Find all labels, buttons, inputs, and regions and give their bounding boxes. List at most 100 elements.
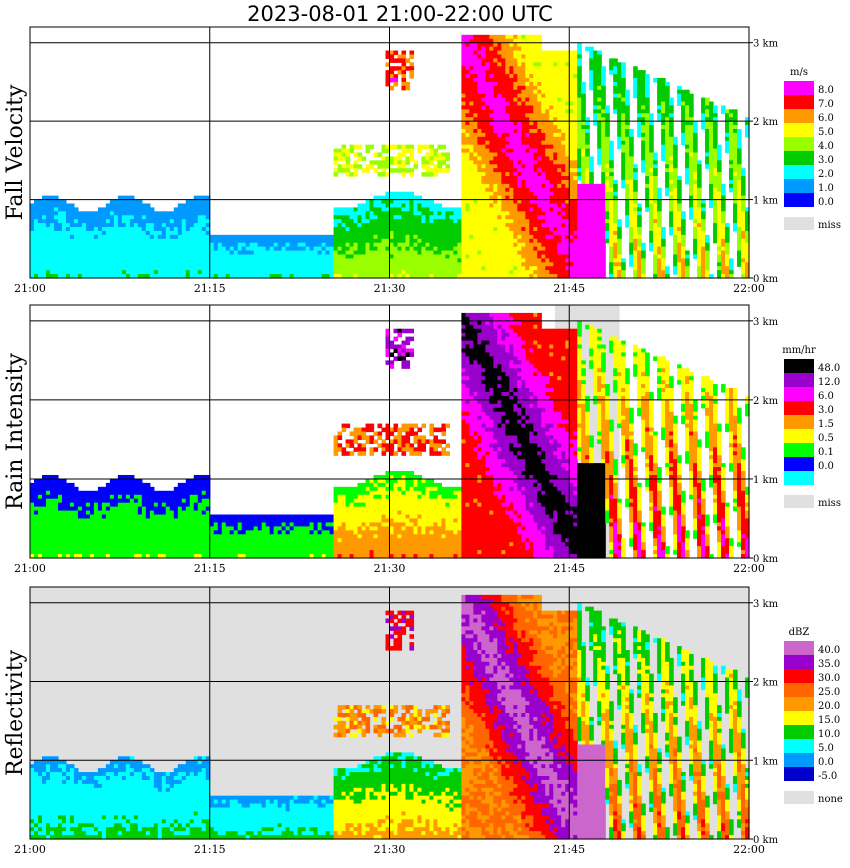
y-tick-label: 3 km — [753, 39, 779, 50]
legend-swatch — [784, 767, 814, 781]
y-tick-label: 2 km — [753, 117, 779, 128]
x-tick-label: 22:00 — [733, 843, 765, 856]
panel-frame-3 — [29, 586, 750, 840]
legend-level-label: 1.5 — [818, 419, 834, 430]
x-tick-label: 21:45 — [553, 282, 585, 295]
x-tick-label: 21:00 — [14, 843, 46, 856]
legend-level-label: 0.0 — [818, 197, 834, 208]
legend-missing-label: none — [818, 794, 843, 805]
legend-level-label: 2.0 — [818, 169, 834, 180]
legend-swatch — [784, 109, 814, 123]
y-tick-label: 2 km — [753, 396, 779, 407]
legend-swatch — [784, 165, 814, 179]
heatmap-cells-3 — [30, 594, 750, 840]
legend-level-label: -5.0 — [818, 771, 837, 782]
legend-level-label: 0.1 — [818, 447, 834, 458]
x-tick-label: 21:15 — [194, 562, 226, 575]
legend-swatch — [784, 429, 814, 443]
x-tick-label: 22:00 — [733, 562, 765, 575]
legend-level-label: 10.0 — [818, 729, 840, 740]
legend-level-label: 7.0 — [818, 99, 834, 110]
legend-missing-swatch — [784, 495, 814, 508]
panel-frame-1 — [29, 26, 750, 279]
chart-title: 2023-08-01 21:00-22:00 UTC — [247, 2, 553, 26]
x-tick-label: 21:30 — [374, 282, 406, 295]
legend-swatch — [784, 137, 814, 151]
legend-swatch — [784, 753, 814, 767]
legend-swatch — [784, 457, 814, 471]
x-tick-label: 21:15 — [194, 843, 226, 856]
y-tick-label: 0 km — [753, 835, 779, 846]
y-tick-label: 3 km — [753, 317, 779, 328]
y-tick-label: 1 km — [753, 196, 779, 207]
legend-level-label: 0.0 — [818, 461, 834, 472]
legend-swatch — [784, 655, 814, 669]
heatmap-cells-1 — [30, 34, 750, 279]
legend-level-label: 12.0 — [818, 377, 840, 388]
legend-swatch — [784, 387, 814, 401]
legend-swatch — [784, 683, 814, 697]
legend-swatch — [784, 443, 814, 457]
legend-swatch — [784, 711, 814, 725]
x-tick-label: 21:00 — [14, 282, 46, 295]
legend-level-label: 0.5 — [818, 433, 834, 444]
y-tick-label: 1 km — [753, 756, 779, 767]
legend-level-label: 6.0 — [818, 391, 834, 402]
legend-level-label: 8.0 — [818, 85, 834, 96]
legend-level-label: 48.0 — [818, 363, 840, 374]
legend-missing-swatch — [784, 217, 814, 230]
legend-swatch — [784, 725, 814, 739]
legend-level-label: 1.0 — [818, 183, 834, 194]
legend-level-label: 20.0 — [818, 701, 840, 712]
y-tick-label: 0 km — [753, 554, 779, 565]
heatmap-cells-2 — [30, 312, 750, 559]
legend-level-label: 4.0 — [818, 141, 834, 152]
x-tick-label: 21:45 — [553, 843, 585, 856]
legend-swatch — [784, 373, 814, 387]
legend-swatch — [784, 401, 814, 415]
legend-unit: mm/hr — [782, 345, 816, 356]
x-tick-label: 21:30 — [374, 562, 406, 575]
legend-swatch — [784, 669, 814, 683]
legend-swatch — [784, 123, 814, 137]
x-tick-label: 21:00 — [14, 562, 46, 575]
y-tick-label: 1 km — [753, 475, 779, 486]
x-tick-label: 21:15 — [194, 282, 226, 295]
legend-swatch — [784, 415, 814, 429]
legend-level-label: 3.0 — [818, 155, 834, 166]
panel-ylabel: Rain Intensity — [3, 352, 28, 509]
y-tick-label: 3 km — [753, 599, 779, 610]
x-tick-label: 21:30 — [374, 843, 406, 856]
legend-level-label: 0.0 — [818, 757, 834, 768]
legend-level-label: 35.0 — [818, 659, 840, 670]
legend-swatch — [784, 193, 814, 207]
legend-level-label: 6.0 — [818, 113, 834, 124]
legend-swatch — [784, 471, 814, 485]
y-tick-label: 0 km — [753, 274, 779, 285]
legend-level-label: 30.0 — [818, 673, 840, 684]
legend-missing-label: miss — [818, 220, 841, 231]
legend-swatch — [784, 81, 814, 95]
legend-missing-label: miss — [818, 498, 841, 509]
legend-unit: dBZ — [789, 627, 810, 638]
legend-level-label: 25.0 — [818, 687, 840, 698]
legend-swatch — [784, 151, 814, 165]
legend-swatch — [784, 739, 814, 753]
legend-level-label: 3.0 — [818, 405, 834, 416]
legend-level-label: 40.0 — [818, 645, 840, 656]
legend-swatch — [784, 697, 814, 711]
legend-level-label: 15.0 — [818, 715, 840, 726]
panel-ylabel: Reflectivity — [3, 649, 28, 776]
panel-frame-2 — [29, 304, 750, 559]
y-tick-label: 2 km — [753, 678, 779, 689]
legend-swatch — [784, 359, 814, 373]
legend-level-label: 5.0 — [818, 743, 834, 754]
legend-unit: m/s — [790, 67, 808, 78]
legend-swatch — [784, 641, 814, 655]
x-tick-label: 21:45 — [553, 562, 585, 575]
panel-ylabel: Fall Velocity — [3, 84, 28, 220]
legend-swatch — [784, 179, 814, 193]
legend-missing-swatch — [784, 791, 814, 804]
legend-level-label: 5.0 — [818, 127, 834, 138]
